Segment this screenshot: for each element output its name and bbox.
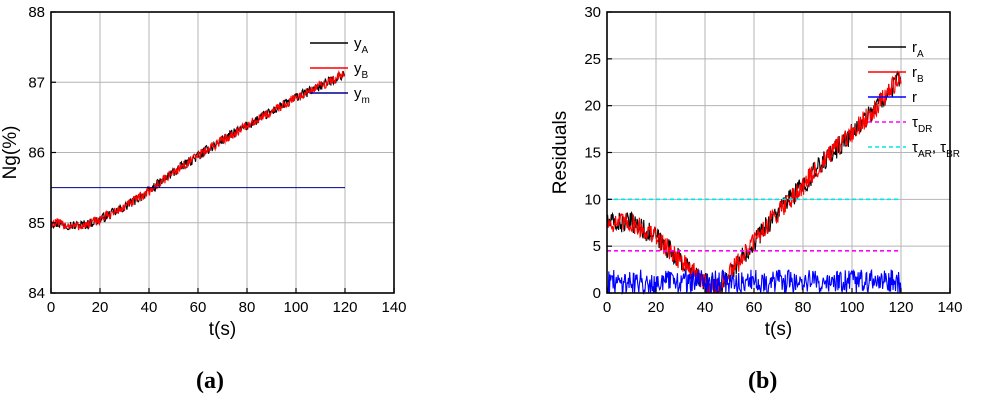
- y-tick-label: 85: [28, 215, 45, 232]
- series-line-yA: [50, 71, 346, 231]
- y-axis-label-a: Ng(%): [0, 126, 21, 180]
- legend-label: rA: [912, 39, 924, 60]
- x-tick-label: 140: [381, 299, 406, 316]
- legend-b: rA rB r τDR τAR, τBR: [868, 39, 960, 160]
- y-tick-label: 20: [584, 98, 601, 115]
- y-tick-label: 5: [593, 238, 601, 255]
- x-axis-label-a: t(s): [209, 319, 236, 340]
- chart-panel-b: 0 20 40 60 80 100 120 140 0 5 10 15 20 25 30 t(s) Residu…: [550, 4, 963, 340]
- x-tick-label: 120: [888, 299, 913, 316]
- x-tick-label: 40: [697, 299, 714, 316]
- panel-caption-a: (a): [196, 368, 224, 394]
- x-tick-label: 0: [47, 299, 55, 316]
- y-axis-label-b: Residuals: [550, 111, 571, 194]
- y-tick-label: 86: [28, 145, 45, 162]
- legend-label: yB: [354, 60, 369, 81]
- x-tick-label: 140: [937, 299, 962, 316]
- y-tick-label: 88: [28, 4, 45, 21]
- axis-ticks-a: 0 20 40 60 80 100 120 140 84 85 86 87 88: [28, 4, 406, 316]
- x-tick-label: 20: [92, 299, 109, 316]
- y-tick-label: 87: [28, 74, 45, 91]
- series-group-a: [50, 70, 346, 231]
- y-tick-label: 30: [584, 4, 601, 21]
- legend-label: r: [912, 89, 917, 106]
- grid-lines-a: [51, 12, 394, 293]
- x-tick-label: 60: [746, 299, 763, 316]
- series-line-rB: [606, 72, 902, 294]
- x-tick-label: 0: [603, 299, 611, 316]
- x-tick-label: 120: [332, 299, 357, 316]
- y-tick-label: 84: [28, 285, 45, 302]
- chart-panel-a: 0 20 40 60 80 100 120 1408485868788t(s)Ng(%)yAy…: [0, 4, 407, 340]
- panel-caption-b: (b): [748, 368, 778, 394]
- y-tick-label: 15: [584, 145, 601, 162]
- legend-label: ym: [354, 85, 370, 106]
- axis-ticks-b: 0 20 40 60 80 100 120 140 0 5 10 15 20 25 30: [584, 4, 962, 316]
- legend-a: yA yB ym: [310, 35, 370, 106]
- legend-label: τDR: [912, 114, 932, 135]
- x-tick-label: 80: [239, 299, 256, 316]
- x-axis-label-b: t(s): [765, 319, 792, 340]
- x-tick-label: 100: [839, 299, 864, 316]
- legend-label: rB: [912, 64, 924, 85]
- x-tick-label: 80: [795, 299, 812, 316]
- x-tick-label: 40: [141, 299, 158, 316]
- x-tick-label: 60: [190, 299, 207, 316]
- legend-label: yA: [354, 35, 369, 56]
- y-tick-label: 0: [593, 285, 601, 302]
- legend-label: τAR, τBR: [912, 139, 960, 160]
- series-group-b: [606, 70, 902, 296]
- y-tick-label: 25: [584, 51, 601, 68]
- x-tick-label: 20: [648, 299, 665, 316]
- y-tick-label: 10: [584, 191, 601, 208]
- x-tick-label: 100: [283, 299, 308, 316]
- series-line-yB: [50, 70, 346, 231]
